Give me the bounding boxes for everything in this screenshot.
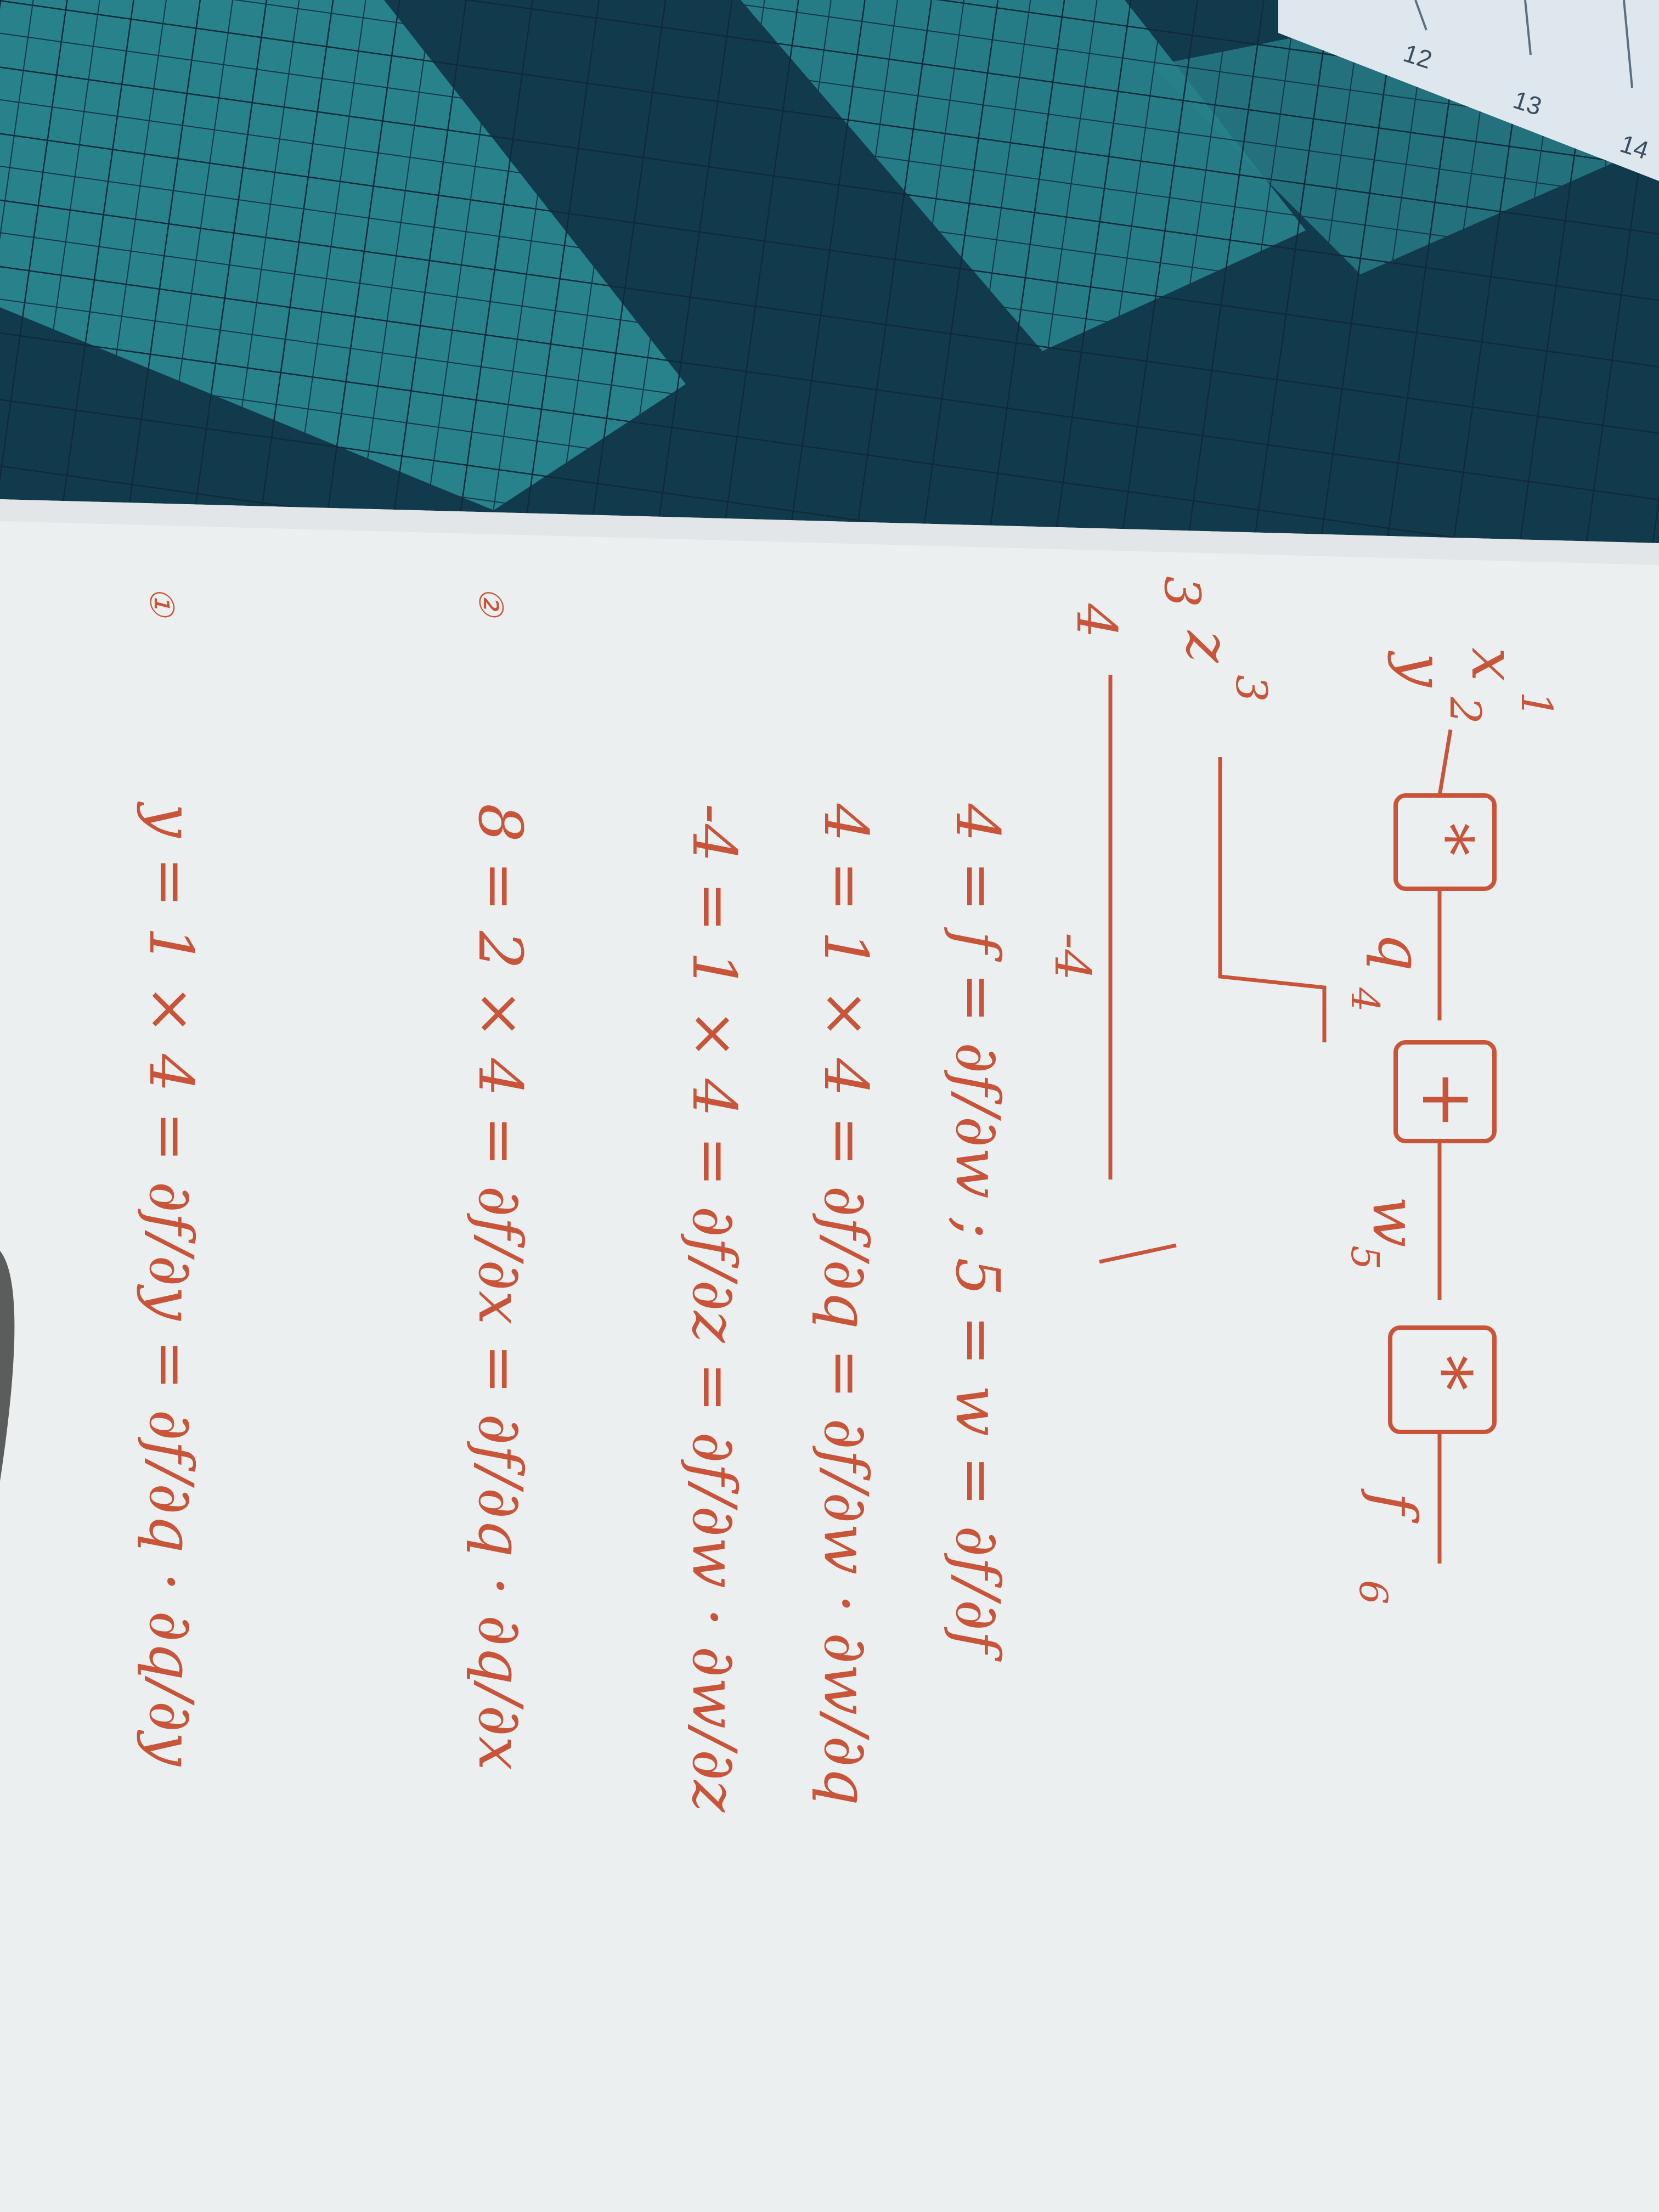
- multiply-symbol-1: *: [1410, 823, 1486, 856]
- ruler: 12 13 14: [1278, 0, 1659, 181]
- equation-row-1-marker: ①: [142, 587, 180, 618]
- equation-row-4: 4 = 1 × 4 = ∂f/∂q = ∂f/∂w · ∂w/∂q: [811, 631, 881, 1940]
- equation-row-2-lhs: 8 = 2 × 4 =: [465, 804, 535, 1186]
- node-f-value: 6: [1351, 1580, 1396, 1605]
- node-w-value: 5: [1342, 1245, 1387, 1270]
- gradient-label-q: -4: [1043, 933, 1101, 981]
- equations: 4 = f = ∂f/∂w ; 5 = w = ∂f/∂f 4 = 1 × 4 …: [136, 587, 1013, 1946]
- multiply-node-2: [1388, 1325, 1497, 1434]
- input-z: z: [1173, 630, 1243, 663]
- input-y-value: 2: [1440, 696, 1489, 724]
- multiply-symbol-2: *: [1403, 1355, 1487, 1391]
- equation-row-4-parts: ∂f/∂q = ∂f/∂w · ∂w/∂q: [811, 1186, 881, 1805]
- equation-row-5-lhs: 4 = f =: [943, 803, 1013, 1042]
- equation-row-5: 4 = f = ∂f/∂w ; 5 = w = ∂f/∂f: [943, 631, 1013, 1787]
- node-q-value: 4: [1342, 987, 1387, 1012]
- paper-sheet: [0, 499, 1659, 2212]
- cutting-mat: [0, 0, 1659, 549]
- multiply-node-1: [1393, 793, 1497, 891]
- equation-row-4-lhs: 4 = 1 × 4 =: [811, 803, 881, 1186]
- equation-row-1-lhs: y = 1 × 4 =: [136, 801, 206, 1181]
- equation-row-2: 8 = 2 × 4 = ∂f/∂x = ∂f/∂q · ∂q/∂x: [465, 631, 535, 1905]
- equation-row-3-lhs: -4 = 1 × 4 =: [679, 804, 749, 1206]
- input-z-value: 3: [1226, 675, 1276, 702]
- equation-row-1-parts: ∂f/∂y = ∂f/∂q · ∂q/∂y: [136, 1181, 206, 1767]
- pen-smudge: [0, 1251, 15, 1481]
- equation-row-3: -4 = 1 × 4 = ∂f/∂z = ∂f/∂w · ∂w/∂z: [679, 631, 749, 1946]
- equation-row-2-marker: ②: [471, 587, 510, 618]
- node-q: q: [1365, 933, 1435, 971]
- gradient-label-out: 4: [1064, 603, 1128, 639]
- input-x-value: 1: [1511, 691, 1561, 719]
- node-w: w: [1359, 1196, 1430, 1248]
- add-symbol: +: [1406, 1070, 1489, 1130]
- input-y: y: [1387, 650, 1457, 688]
- equation-row-5-parts: ∂f/∂w ; 5 = w = ∂f/∂f: [943, 1042, 1013, 1662]
- equation-row-3-parts: ∂f/∂z = ∂f/∂w · ∂w/∂z: [679, 1206, 749, 1813]
- gradient-label-z: 3: [1153, 576, 1211, 607]
- computation-graph: x 1 y 2 z 3 * q 4 + w 5 * f 6 4: [1043, 576, 1561, 1605]
- input-x: x: [1458, 647, 1528, 681]
- equation-row-1: y = 1 × 4 = ∂f/∂y = ∂f/∂q · ∂q/∂y: [136, 631, 206, 1900]
- add-node: [1393, 1040, 1497, 1143]
- equation-row-2-parts: ∂f/∂x = ∂f/∂q · ∂q/∂x: [465, 1186, 535, 1770]
